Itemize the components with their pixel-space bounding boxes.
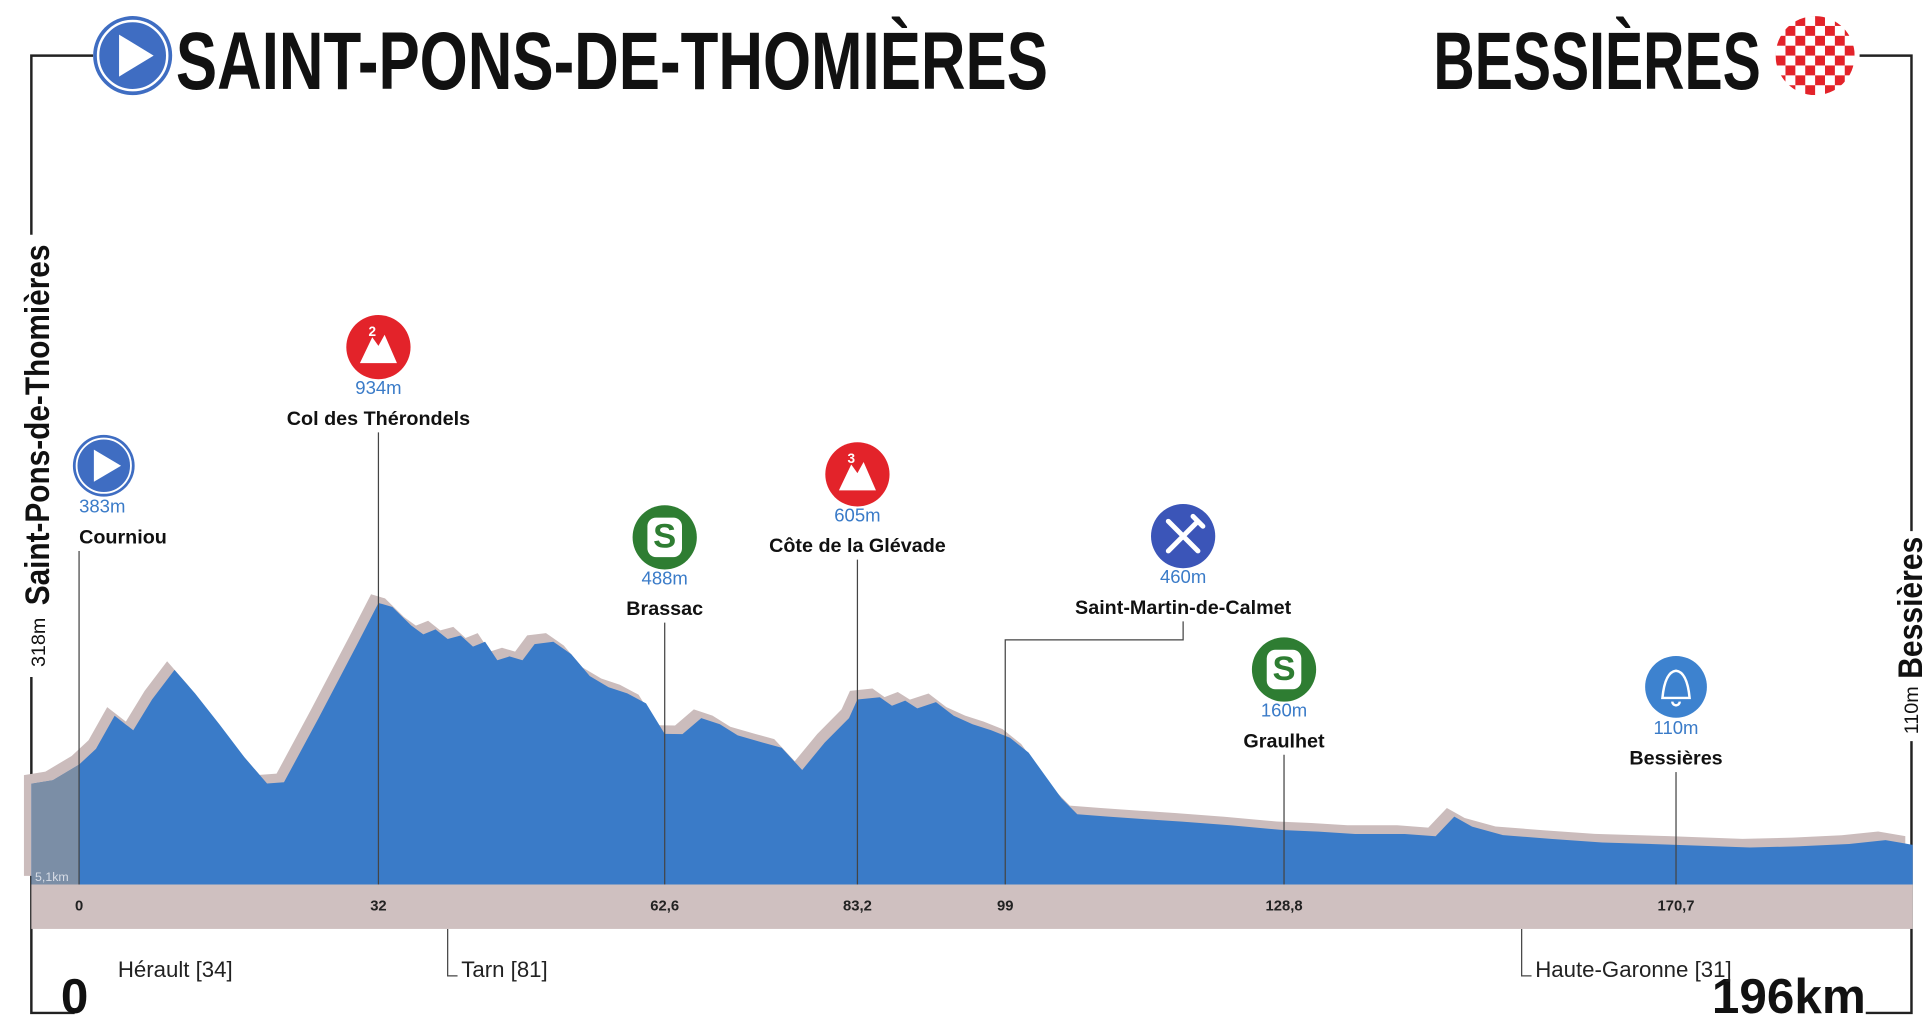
waypoint-icon: 3: [825, 442, 890, 507]
profile-neutral: [31, 764, 80, 885]
icon-label: S: [653, 518, 676, 556]
icon-glyph: [838, 462, 876, 491]
department-leader: [447, 928, 458, 977]
department-name: Tarn [81]: [461, 957, 547, 982]
waypoint-name: Bessières: [1629, 748, 1722, 770]
icon-glyph: [359, 334, 397, 364]
waypoint-name: Courniou: [79, 527, 167, 549]
finish-distance: 196km: [1712, 969, 1866, 1024]
icon-glyph: [1661, 669, 1691, 707]
waypoint-elevation: 160m: [1261, 699, 1307, 720]
waypoint-name: Col des Thérondels: [287, 408, 470, 430]
finish-flag: [1775, 16, 1855, 96]
finish-title: BESSIÈRES: [1433, 16, 1760, 107]
x-tick-label: 170,7: [1657, 899, 1694, 915]
finish-elevation: 110m: [1901, 686, 1923, 734]
start-elevation: 318m: [28, 618, 50, 667]
start-title: SAINT-PONS-DE-THOMIÈRES: [176, 16, 1048, 107]
waypoint-icon: S: [632, 505, 697, 570]
waypoint-elevation: 934m: [355, 377, 401, 398]
finish-side-name: Bessières: [1892, 537, 1928, 679]
waypoint-icon: [72, 434, 135, 497]
frame-right: [1859, 54, 1913, 1015]
waypoint-name: Côte de la Glévade: [769, 535, 946, 557]
waypoint-elevation: 460m: [1160, 566, 1206, 587]
icon-label: 2: [368, 324, 376, 339]
icon-ring: [75, 437, 132, 494]
icon-label: S: [1272, 650, 1295, 688]
icon-bg: [1645, 655, 1707, 718]
department-leader: [1521, 928, 1532, 977]
waypoint-elevation: 605m: [834, 504, 880, 525]
profile-area: [31, 602, 1913, 885]
waypoint-elevation: 383m: [79, 496, 125, 517]
icon-glyph: [1165, 513, 1206, 554]
waypoint-elevation: 488m: [642, 567, 688, 588]
icon-plate: [1266, 649, 1302, 690]
x-tick-label: 32: [370, 899, 386, 915]
x-tick-label: 128,8: [1265, 899, 1302, 915]
x-tick-label: 62,6: [650, 899, 679, 915]
department-name: Hérault [34]: [118, 957, 233, 982]
axis-band: [31, 884, 1913, 929]
waypoint-icon: [1151, 504, 1216, 569]
start-icon: [93, 16, 173, 96]
x-tick-label: 99: [997, 899, 1013, 915]
icon-glyph: [93, 449, 122, 482]
waypoint-icon: 2: [346, 315, 411, 380]
start-km: 0: [61, 969, 88, 1024]
waypoint-elevation: 110m: [1654, 717, 1699, 738]
neutral-label: 5,1km: [35, 870, 69, 884]
x-tick-label: 83,2: [843, 899, 872, 915]
waypoint-name: Saint-Martin-de-Calmet: [1075, 597, 1292, 619]
department-name: Haute-Garonne [31]: [1535, 957, 1731, 982]
waypoint-name: Brassac: [626, 598, 703, 620]
waypoint-name: Graulhet: [1243, 730, 1325, 752]
waypoint-leader: [1004, 621, 1184, 885]
icon-label: 3: [847, 451, 855, 466]
start-side-name: Saint-Pons-de-Thomières: [19, 245, 57, 606]
waypoint-icon: S: [1251, 637, 1317, 702]
icon-plate: [647, 517, 683, 558]
x-tick-label: 0: [75, 899, 83, 915]
waypoint-icon: [1645, 655, 1707, 718]
